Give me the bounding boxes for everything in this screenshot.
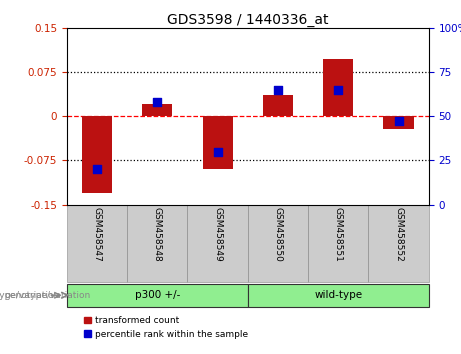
Text: genotype/variation: genotype/variation <box>0 291 59 300</box>
Text: GSM458549: GSM458549 <box>213 207 222 262</box>
Text: wild-type: wild-type <box>314 290 362 300</box>
FancyBboxPatch shape <box>368 205 429 282</box>
Title: GDS3598 / 1440336_at: GDS3598 / 1440336_at <box>167 13 329 27</box>
FancyBboxPatch shape <box>248 284 429 307</box>
FancyBboxPatch shape <box>188 205 248 282</box>
Text: p300 +/-: p300 +/- <box>135 290 180 300</box>
Point <box>214 149 221 154</box>
Point <box>274 87 282 92</box>
Bar <box>384 116 414 129</box>
Bar <box>263 96 293 116</box>
FancyBboxPatch shape <box>248 205 308 282</box>
Text: genotype/variation: genotype/variation <box>5 291 91 300</box>
Point <box>93 166 100 172</box>
Bar <box>202 116 233 169</box>
Point <box>335 87 342 92</box>
FancyBboxPatch shape <box>67 205 127 282</box>
Bar <box>142 104 172 116</box>
Point <box>154 99 161 105</box>
Bar <box>323 59 353 116</box>
Bar <box>82 116 112 193</box>
Legend: transformed count, percentile rank within the sample: transformed count, percentile rank withi… <box>81 313 252 342</box>
Point <box>395 119 402 124</box>
FancyBboxPatch shape <box>67 284 248 307</box>
Text: GSM458550: GSM458550 <box>273 207 283 262</box>
Text: GSM458548: GSM458548 <box>153 207 162 262</box>
Text: GSM458552: GSM458552 <box>394 207 403 262</box>
FancyBboxPatch shape <box>308 205 368 282</box>
FancyBboxPatch shape <box>127 205 188 282</box>
Text: GSM458551: GSM458551 <box>334 207 343 262</box>
Text: GSM458547: GSM458547 <box>93 207 101 262</box>
